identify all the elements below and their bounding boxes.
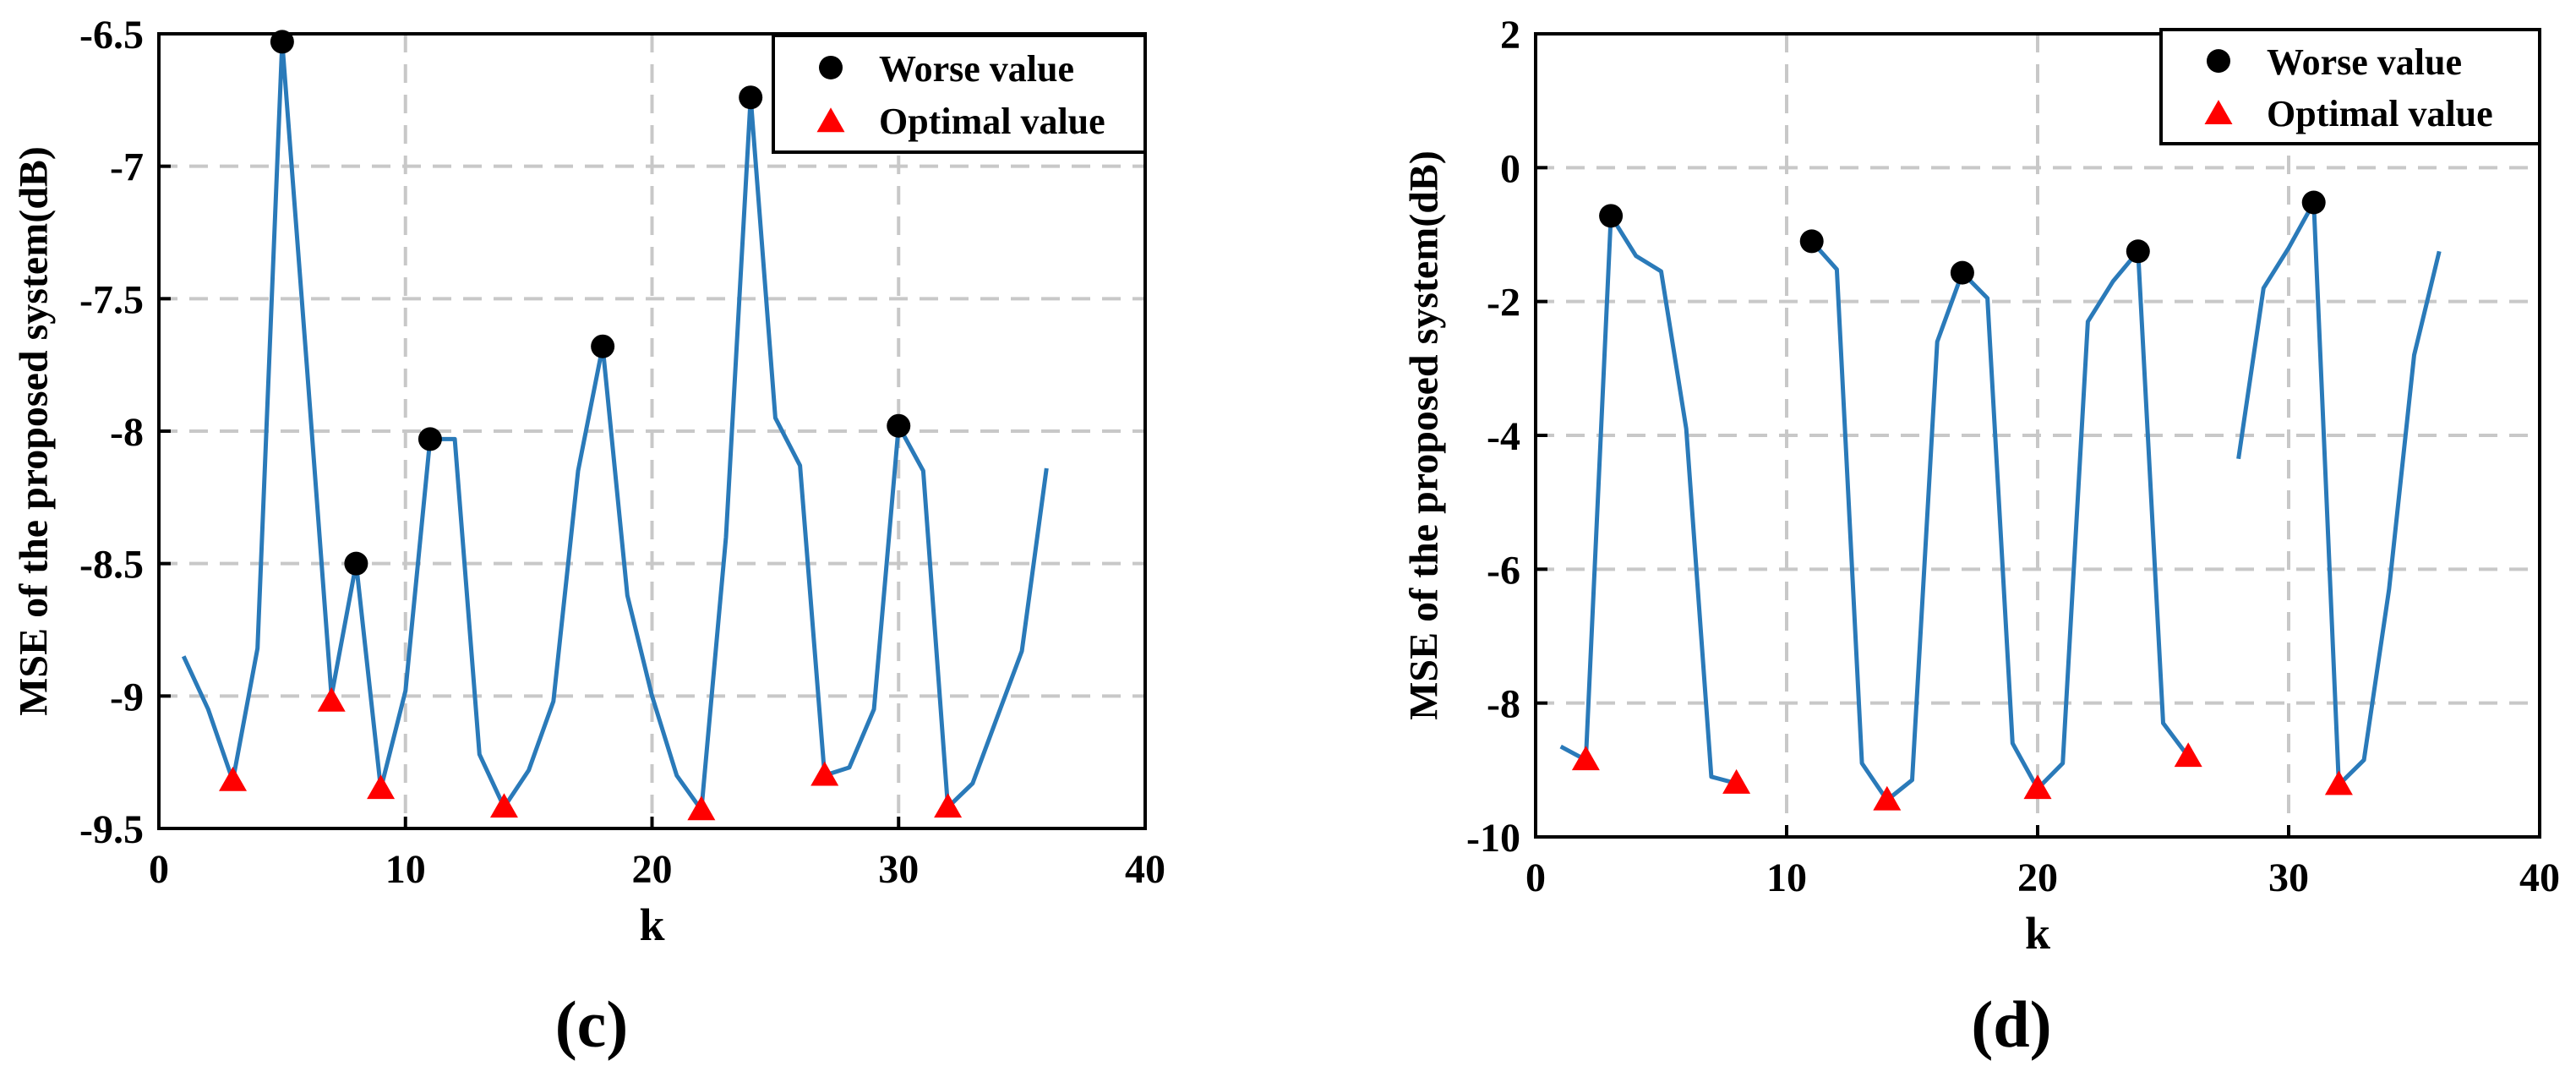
optimal-value-point bbox=[489, 793, 518, 818]
x-axis-label: k bbox=[639, 899, 664, 950]
x-tick-label: 20 bbox=[632, 847, 673, 892]
y-tick-label: -8.5 bbox=[79, 543, 144, 588]
worse-value-point bbox=[739, 85, 763, 110]
worse-value-point bbox=[591, 334, 615, 358]
optimal-value-point bbox=[810, 761, 839, 786]
legend-worse-label: Worse value bbox=[2267, 41, 2462, 83]
worse-value-point bbox=[1950, 260, 1974, 285]
y-tick-label: -9.5 bbox=[79, 807, 144, 852]
chart-panel-c: 0 10 20 30 40 -9.5 -9 -8.5 -8 -7.5 -7 -6.5 k MSE of… bbox=[12, 13, 1166, 1061]
axis-ticks: 0 10 20 30 40 -10 -8 -6 -4 -2 0 2 bbox=[1466, 13, 2560, 900]
worse-value-point bbox=[1799, 229, 1824, 254]
optimal-value-point bbox=[1722, 768, 1751, 794]
x-tick-label: 20 bbox=[2017, 856, 2058, 900]
series-markers bbox=[1571, 190, 2353, 811]
legend: Worse value Optimal value bbox=[2159, 28, 2541, 145]
legend-optimal-label: Optimal value bbox=[879, 101, 1105, 142]
legend-optimal-marker-icon bbox=[816, 107, 845, 133]
y-tick-label: -2 bbox=[1487, 281, 1520, 325]
y-tick-label: 0 bbox=[1500, 146, 1520, 191]
series-line-segment bbox=[1809, 239, 2191, 802]
legend-box bbox=[2159, 28, 2541, 145]
optimal-value-point bbox=[687, 795, 716, 821]
y-tick-label: -10 bbox=[1466, 816, 1520, 861]
worse-value-point bbox=[418, 427, 442, 451]
y-tick-label: 2 bbox=[1500, 13, 1520, 57]
y-axis-label: MSE of the proposed system(dB) bbox=[1402, 150, 1447, 720]
y-tick-label: -6.5 bbox=[79, 13, 144, 57]
y-axis-label: MSE of the proposed system(dB) bbox=[12, 146, 57, 716]
y-tick-label: -9 bbox=[110, 675, 144, 719]
optimal-value-point bbox=[934, 793, 963, 818]
legend-optimal-label: Optimal value bbox=[2267, 93, 2493, 134]
x-tick-label: 10 bbox=[385, 847, 426, 892]
x-tick-label: 30 bbox=[878, 847, 919, 892]
legend-worse-marker-icon bbox=[819, 55, 843, 79]
legend: Worse value Optimal value bbox=[772, 34, 1147, 154]
legend-worse-label: Worse value bbox=[879, 48, 1074, 90]
legend-worse-marker-icon bbox=[2207, 49, 2230, 74]
y-tick-label: -8 bbox=[110, 410, 144, 455]
worse-value-point bbox=[270, 30, 294, 54]
x-tick-label: 40 bbox=[2519, 856, 2560, 900]
x-axis-label: k bbox=[2025, 908, 2050, 959]
worse-value-point bbox=[344, 551, 368, 576]
series-markers bbox=[219, 30, 963, 821]
x-tick-label: 0 bbox=[1525, 856, 1546, 900]
worse-value-point bbox=[2301, 190, 2326, 215]
y-tick-label: -7 bbox=[110, 145, 144, 190]
optimal-value-point bbox=[2174, 742, 2202, 768]
x-tick-label: 40 bbox=[1125, 847, 1165, 892]
worse-value-point bbox=[887, 413, 911, 438]
y-tick-label: -4 bbox=[1487, 414, 1520, 459]
y-tick-label: -6 bbox=[1487, 548, 1520, 593]
worse-value-point bbox=[2126, 239, 2150, 264]
optimal-value-point bbox=[2324, 770, 2353, 795]
y-tick-label: -7.5 bbox=[79, 277, 144, 322]
x-tick-label: 0 bbox=[149, 847, 169, 892]
optimal-value-point bbox=[1571, 746, 1600, 771]
x-tick-label: 30 bbox=[2268, 856, 2309, 900]
optimal-value-point bbox=[367, 774, 396, 800]
optimal-value-point bbox=[317, 686, 346, 712]
series-line-segment bbox=[1559, 213, 1738, 786]
panel-label-d: (d) bbox=[1971, 987, 2051, 1061]
x-tick-label: 10 bbox=[1766, 856, 1807, 900]
axis-ticks: 0 10 20 30 40 -9.5 -9 -8.5 -8 -7.5 -7 -6.5 bbox=[79, 13, 1165, 892]
worse-value-point bbox=[1599, 204, 1624, 228]
legend-optimal-marker-icon bbox=[2204, 100, 2233, 125]
chart-panel-d: 0 10 20 30 40 -10 -8 -6 -4 -2 0 2 k MSE of the prop… bbox=[1402, 13, 2561, 1061]
optimal-value-point bbox=[219, 766, 248, 791]
optimal-value-point bbox=[2023, 774, 2052, 800]
panel-label-c: (c) bbox=[555, 987, 629, 1061]
legend-box bbox=[772, 34, 1147, 154]
y-tick-label: -8 bbox=[1487, 682, 1520, 727]
optimal-value-point bbox=[1873, 785, 1902, 811]
